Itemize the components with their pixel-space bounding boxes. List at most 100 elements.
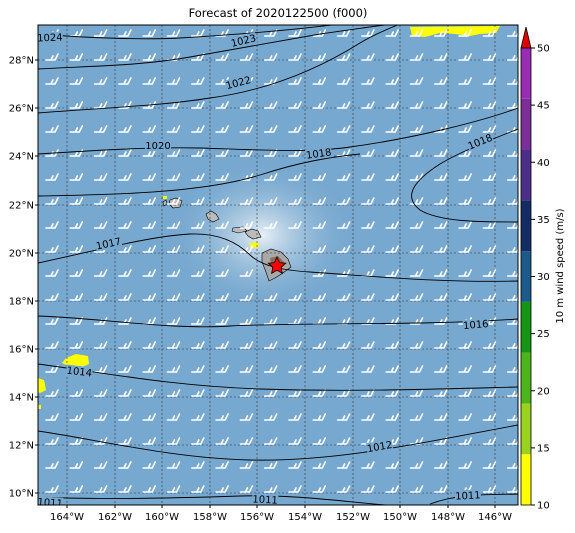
wind-barb — [385, 365, 399, 373]
wind-barb — [288, 149, 302, 157]
wind-barb — [118, 29, 132, 37]
wind-barb — [215, 101, 229, 109]
wind-barb — [336, 53, 351, 61]
wind-barb — [336, 245, 351, 253]
wind-barb — [434, 197, 448, 205]
wind-barb — [215, 149, 229, 157]
wind-barb — [361, 365, 375, 373]
wind-barb — [361, 413, 375, 421]
wind-barb — [336, 221, 351, 229]
wind-barb — [312, 221, 327, 229]
wind-barb — [482, 29, 497, 37]
colorbar-tick-label: 50 — [537, 44, 550, 55]
wind-barb — [142, 125, 156, 133]
wind-barb — [142, 365, 156, 373]
wind-barb — [312, 437, 327, 445]
wind-barb — [118, 269, 132, 277]
wind-barb — [93, 173, 108, 181]
wind-barb — [215, 461, 229, 469]
wind-barb — [263, 341, 278, 349]
wind-barb — [434, 173, 448, 181]
wind-barb — [361, 245, 375, 253]
wind-barb — [118, 389, 132, 397]
wind-barb — [93, 485, 108, 493]
wind-barb — [239, 101, 254, 109]
wind-barb — [142, 197, 156, 205]
wind-barb — [45, 389, 59, 397]
wind-barb — [263, 197, 278, 205]
lat-label: 14°N — [9, 393, 34, 404]
wind-barb — [142, 221, 156, 229]
isobar-label: 1018 — [305, 147, 332, 161]
wind-barb — [191, 221, 205, 229]
colorbar-segment — [521, 200, 531, 252]
wind-barb — [312, 485, 327, 493]
wind-barb — [263, 317, 278, 325]
wind-area-ne — [410, 26, 500, 37]
wind-barb — [239, 293, 254, 301]
wind-barb — [409, 221, 424, 229]
wind-barb — [239, 365, 254, 373]
wind-barb — [215, 413, 229, 421]
wind-barb — [215, 245, 229, 253]
wind-barb — [69, 221, 84, 229]
wind-barb — [434, 221, 448, 229]
wind-barb — [506, 367, 518, 373]
wind-barb — [506, 103, 518, 109]
wind-barb — [215, 293, 229, 301]
wind-barb — [434, 269, 448, 277]
wind-barb — [434, 437, 448, 445]
wind-barb — [118, 437, 132, 445]
wind-barb — [93, 197, 108, 205]
wind-barbs — [45, 29, 518, 493]
isobar-1016 — [38, 315, 518, 328]
wind-barb — [45, 437, 59, 445]
colorbar-tick-label: 25 — [537, 329, 550, 340]
wind-barb — [312, 77, 327, 85]
isobar-label: 1017 — [95, 237, 122, 253]
wind-barb — [239, 461, 254, 469]
wind-barb — [215, 341, 229, 349]
wind-barb — [142, 389, 156, 397]
wind-barb — [385, 101, 399, 109]
wind-barb — [409, 389, 424, 397]
wind-barb — [288, 341, 302, 349]
lon-label: 164°W — [50, 512, 84, 523]
wind-barb — [239, 53, 254, 61]
lat-label: 22°N — [9, 201, 34, 212]
wind-barb — [166, 77, 181, 85]
wind-barb — [312, 197, 327, 205]
wind-barb — [93, 389, 108, 397]
wind-barb — [434, 485, 448, 493]
wind-barb — [263, 293, 278, 301]
wind-barb — [434, 53, 448, 61]
wind-barb — [312, 365, 327, 373]
wind-barb — [45, 197, 59, 205]
wind-barb — [69, 173, 84, 181]
isobar-label: 1012 — [366, 440, 393, 455]
wind-barb — [361, 77, 375, 85]
wind-barb — [69, 101, 84, 109]
wind-barb — [361, 221, 375, 229]
lon-label: 160°W — [145, 512, 179, 523]
wind-barb — [482, 221, 497, 229]
wind-barb — [45, 173, 59, 181]
wind-barb — [506, 247, 518, 253]
calm-area — [167, 160, 357, 310]
isobar-1017 — [38, 233, 518, 282]
wind-barb — [263, 53, 278, 61]
wind-barb — [263, 389, 278, 397]
wind-barb — [336, 437, 351, 445]
wind-barb — [385, 389, 399, 397]
wind-barb — [409, 293, 424, 301]
wind-barb — [385, 485, 399, 493]
wind-barb — [482, 53, 497, 61]
colorbar-tick-label: 20 — [537, 386, 550, 397]
isobar-label: 1011 — [252, 494, 278, 506]
colorbar-tick-label: 30 — [537, 272, 550, 283]
wind-barb — [166, 197, 181, 205]
wind-barb — [506, 439, 518, 445]
wind-barb — [385, 173, 399, 181]
wind-barb — [312, 461, 327, 469]
wind-barb — [482, 77, 497, 85]
